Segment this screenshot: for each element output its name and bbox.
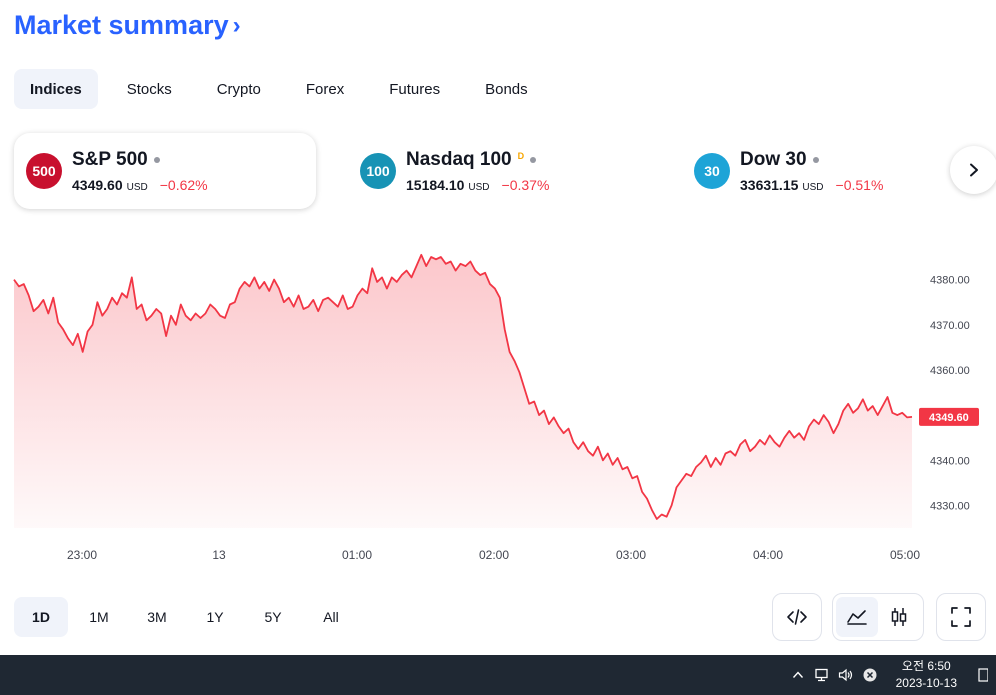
index-change: −0.37% xyxy=(501,177,550,193)
page-title: Market summary xyxy=(14,10,229,40)
category-tabs: Indices Stocks Crypto Forex Futures Bond… xyxy=(14,69,557,109)
dow30-badge: 30 xyxy=(694,153,730,189)
volume-icon[interactable] xyxy=(835,664,857,686)
currency-label: USD xyxy=(802,182,824,193)
y-tick-label: 4340.00 xyxy=(930,455,970,467)
embed-button[interactable] xyxy=(776,597,818,637)
y-tick-label: 4380.00 xyxy=(930,275,970,287)
market-summary-link[interactable]: Market summary › xyxy=(14,10,241,41)
range-1m[interactable]: 1M xyxy=(89,609,109,625)
index-cards: 500 S&P 500 4349.60 USD −0.62% 100 Nasda… xyxy=(14,133,996,209)
range-all[interactable]: All xyxy=(323,609,339,625)
network-icon[interactable] xyxy=(811,664,833,686)
price-line xyxy=(13,253,913,520)
candlestick-icon xyxy=(891,608,907,626)
chart-style-group xyxy=(832,593,924,641)
notification-icon[interactable] xyxy=(972,664,994,686)
tab-indices[interactable]: Indices xyxy=(14,69,98,109)
chevron-right-icon: › xyxy=(232,11,241,39)
x-tick-label: 02:00 xyxy=(479,548,509,562)
market-status-dot-icon xyxy=(153,157,160,163)
candlestick-chart-button[interactable] xyxy=(878,597,920,637)
index-price: 15184.10 xyxy=(406,177,465,193)
currency-label: USD xyxy=(468,182,490,193)
tab-futures[interactable]: Futures xyxy=(389,80,441,98)
x-tick-label: 05:00 xyxy=(890,548,920,562)
market-status-dot-icon xyxy=(812,157,819,163)
market-status-dot-icon xyxy=(530,157,537,163)
index-change: −0.62% xyxy=(159,177,208,193)
embed-tool-group xyxy=(772,593,822,641)
y-tick-label: 4360.00 xyxy=(930,365,970,377)
area-chart-button[interactable] xyxy=(836,597,878,637)
nasdaq100-badge: 100 xyxy=(360,153,396,189)
index-card-dow30[interactable]: 30 Dow 30 33631.15 USD −0.51% xyxy=(682,133,883,209)
price-chart[interactable]: 4330.004340.004350.004360.004370.004380.… xyxy=(0,230,996,570)
x-tick-label: 04:00 xyxy=(753,548,783,562)
system-tray: 오전 6:50 2023-10-13 xyxy=(786,655,996,695)
y-tick-label: 4330.00 xyxy=(930,500,970,512)
index-change: −0.51% xyxy=(835,177,884,193)
x-tick-label: 13 xyxy=(212,548,226,562)
chevron-right-icon xyxy=(970,163,978,177)
x-tick-label: 01:00 xyxy=(342,548,372,562)
clock-date: 2023-10-13 xyxy=(895,676,957,690)
index-card-sp500[interactable]: 500 S&P 500 4349.60 USD −0.62% xyxy=(14,133,316,209)
next-cards-button[interactable] xyxy=(950,146,996,194)
x-tick-label: 23:00 xyxy=(67,548,97,562)
taskbar: 오전 6:50 2023-10-13 xyxy=(0,655,996,695)
currency-label: USD xyxy=(126,182,148,193)
system-clock[interactable]: 오전 6:50 2023-10-13 xyxy=(896,658,957,692)
close-circle-icon[interactable] xyxy=(859,664,881,686)
fullscreen-icon xyxy=(951,607,971,627)
tab-crypto[interactable]: Crypto xyxy=(216,80,261,98)
x-tick-label: 03:00 xyxy=(616,548,646,562)
range-1d[interactable]: 1D xyxy=(14,597,68,637)
fullscreen-button[interactable] xyxy=(940,597,982,637)
index-name: Dow 30 xyxy=(740,149,807,170)
index-name: S&P 500 xyxy=(72,149,148,170)
tab-bonds[interactable]: Bonds xyxy=(485,80,528,98)
tab-stocks[interactable]: Stocks xyxy=(126,80,172,98)
index-price: 4349.60 xyxy=(72,177,123,193)
delayed-marker: D xyxy=(517,151,525,161)
code-icon xyxy=(787,609,807,625)
index-name: Nasdaq 100 xyxy=(406,149,512,170)
last-value-badge xyxy=(919,407,979,426)
chevron-up-icon[interactable] xyxy=(787,664,809,686)
area-chart-icon xyxy=(847,610,867,625)
sp500-badge: 500 xyxy=(26,153,62,189)
index-price: 33631.15 xyxy=(740,177,799,193)
index-card-nasdaq100[interactable]: 100 Nasdaq 100 D 15184.10 USD −0.37% xyxy=(348,133,549,209)
range-3m[interactable]: 3M xyxy=(147,609,167,625)
y-tick-label: 4370.00 xyxy=(930,320,970,332)
tab-forex[interactable]: Forex xyxy=(305,80,345,98)
range-5y[interactable]: 5Y xyxy=(264,609,282,625)
price-area-fill xyxy=(14,254,912,529)
time-range-selector: 1D 1M 3M 1Y 5Y All xyxy=(14,597,362,637)
last-value-label: 4349.60 xyxy=(929,412,969,424)
fullscreen-tool-group xyxy=(936,593,986,641)
clock-time: 오전 6:50 xyxy=(901,659,951,673)
range-1y[interactable]: 1Y xyxy=(206,609,224,625)
